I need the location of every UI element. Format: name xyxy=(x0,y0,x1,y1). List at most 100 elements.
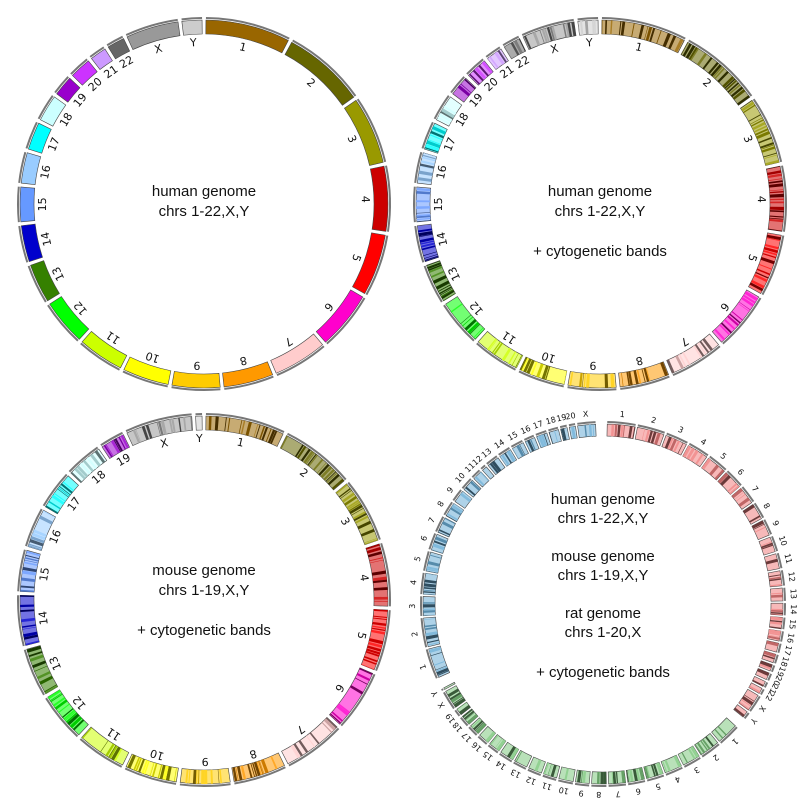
chromosome-12: 12 xyxy=(45,689,89,738)
chromosome-label: 7 xyxy=(750,484,760,493)
cytogenetic-band xyxy=(612,771,617,784)
cytogenetic-band xyxy=(452,696,464,705)
chromosome-label: 22 xyxy=(513,53,532,71)
chromosome-label: 22 xyxy=(763,689,776,702)
cytogenetic-band xyxy=(532,31,541,46)
cytogenetic-band xyxy=(20,589,35,593)
cytogenetic-band xyxy=(462,316,474,327)
chromosome-label: 4 xyxy=(409,579,419,585)
cytogenetic-band xyxy=(569,371,574,386)
cytogenetic-band xyxy=(473,720,484,731)
cytogenetic-band xyxy=(560,428,564,441)
cytogenetic-band xyxy=(737,303,750,312)
cytogenetic-band xyxy=(577,770,582,783)
scale-ticks xyxy=(460,717,469,727)
chromosome-label: 8 xyxy=(248,747,259,762)
chromosome-y: Y xyxy=(733,704,759,726)
cytogenetic-band xyxy=(224,417,227,432)
scale-ticks xyxy=(780,570,786,586)
cytogenetic-band xyxy=(523,358,532,373)
cytogenetic-band xyxy=(369,557,384,562)
cytogenetic-band xyxy=(675,355,684,369)
cytogenetic-band xyxy=(82,727,93,739)
cytogenetic-band xyxy=(473,327,484,339)
cytogenetic-band xyxy=(372,579,388,584)
cytogenetic-band xyxy=(325,717,338,729)
chromosome-label: 2 xyxy=(410,631,420,637)
chromosome-1: 1 xyxy=(601,17,686,54)
cytogenetic-band xyxy=(766,237,781,242)
cytogenetic-band xyxy=(645,26,653,41)
cytogenetic-band xyxy=(183,416,187,432)
cytogenetic-band xyxy=(47,689,61,700)
cytogenetic-band xyxy=(696,742,706,754)
chromosome-label: 1 xyxy=(418,663,428,671)
scale-ticks xyxy=(89,46,105,58)
cytogenetic-band xyxy=(364,537,378,544)
cytogenetic-band xyxy=(741,296,755,307)
chromosome-4: 4 xyxy=(359,165,391,232)
cytogenetic-band xyxy=(474,67,487,80)
cytogenetic-band xyxy=(423,251,437,256)
chromosome-label: 14 xyxy=(494,758,507,771)
cytogenetic-band xyxy=(584,424,587,437)
cytogenetic-band xyxy=(700,740,709,751)
chromosome-label: 9 xyxy=(589,359,597,372)
cytogenetic-band xyxy=(536,363,544,378)
chromosome-y: Y xyxy=(181,17,203,50)
cytogenetic-band xyxy=(245,421,252,436)
cytogenetic-band xyxy=(678,354,687,368)
scale-ticks xyxy=(356,98,387,163)
cytogenetic-band xyxy=(427,262,442,270)
chromosome-arc xyxy=(107,38,131,60)
chromosome-y: Y xyxy=(195,413,203,445)
chromosome-19: 19 xyxy=(556,413,570,442)
cytogenetic-band xyxy=(626,770,630,783)
chromosome-arc xyxy=(284,41,355,106)
chromosome-label: 8 xyxy=(238,353,248,367)
cytogenetic-band xyxy=(52,697,66,707)
cytogenetic-band xyxy=(89,453,101,467)
chromosome-label: 20 xyxy=(771,674,783,687)
cytogenetic-band xyxy=(758,263,773,270)
cytogenetic-band xyxy=(544,28,550,43)
cytogenetic-band xyxy=(717,725,727,736)
cytogenetic-band xyxy=(662,760,668,773)
cytogenetic-band xyxy=(307,453,317,466)
cytogenetic-band xyxy=(487,58,497,70)
cytogenetic-band xyxy=(756,268,771,276)
cytogenetic-band xyxy=(760,541,773,547)
cytogenetic-band xyxy=(318,463,330,476)
cytogenetic-band xyxy=(344,495,358,506)
cytogenetic-band xyxy=(762,252,777,259)
cytogenetic-band xyxy=(341,492,355,503)
cytogenetic-band xyxy=(133,756,141,771)
cytogenetic-band xyxy=(20,609,35,612)
cytogenetic-band xyxy=(462,491,473,500)
cytogenetic-band xyxy=(338,487,351,498)
cytogenetic-band xyxy=(523,35,532,50)
cytogenetic-band xyxy=(368,638,384,645)
cytogenetic-band xyxy=(416,200,431,203)
chromosome-label: 2 xyxy=(650,415,657,425)
cytogenetic-band xyxy=(472,69,484,82)
cytogenetic-band xyxy=(371,625,386,630)
cytogenetic-band xyxy=(592,424,595,437)
cytogenetic-band xyxy=(621,770,626,783)
cytogenetic-band xyxy=(100,740,109,753)
chromosome-13: 13 xyxy=(23,645,64,696)
cytogenetic-band xyxy=(673,440,681,453)
chromosome-1: 1 xyxy=(205,413,285,450)
chromosome-label: 9 xyxy=(445,485,455,494)
cytogenetic-band xyxy=(480,471,489,482)
cytogenetic-band xyxy=(135,429,142,443)
scale-ticks xyxy=(485,46,501,58)
cytogenetic-band xyxy=(770,616,783,621)
chromosome-label: 4 xyxy=(755,196,768,203)
scale-ticks xyxy=(767,673,772,681)
chromosome-x: X xyxy=(738,688,768,714)
cytogenetic-band xyxy=(759,663,772,670)
scale-ticks xyxy=(54,76,69,94)
chromosome-label: 18 xyxy=(453,110,471,129)
cytogenetic-band xyxy=(714,67,725,80)
